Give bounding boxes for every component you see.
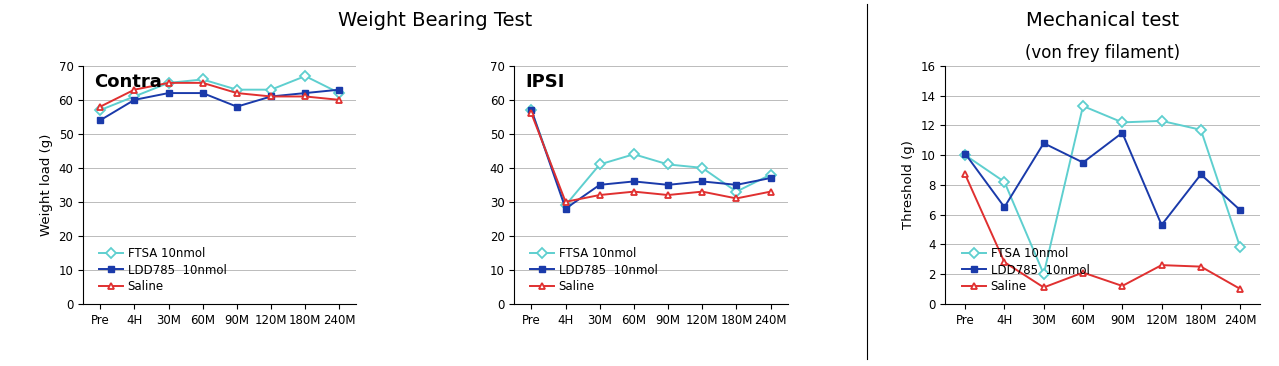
FTSA 10nmol: [298, 74, 313, 78]
Legend: FTSA 10nmol, LDD785  10nmol, Saline: FTSA 10nmol, LDD785 10nmol, Saline: [958, 242, 1095, 298]
Saline: [592, 193, 608, 197]
LDD785  10nmol: [161, 91, 177, 95]
FTSA 10nmol: [523, 108, 538, 112]
LDD785  10nmol: [331, 87, 347, 92]
LDD785  10nmol: [762, 176, 778, 180]
Saline: [627, 190, 642, 194]
Saline: [694, 190, 710, 194]
LDD785  10nmol: [127, 98, 142, 102]
Saline: [996, 260, 1012, 264]
FTSA 10nmol: [592, 162, 608, 167]
Line: Saline: Saline: [528, 110, 774, 205]
LDD785  10nmol: [1114, 131, 1129, 135]
FTSA 10nmol: [1233, 245, 1248, 250]
FTSA 10nmol: [694, 166, 710, 170]
LDD785  10nmol: [523, 108, 538, 112]
Saline: [1193, 264, 1209, 269]
Line: LDD785  10nmol: LDD785 10nmol: [962, 129, 1243, 228]
FTSA 10nmol: [1076, 104, 1091, 108]
LDD785  10nmol: [592, 183, 608, 187]
Text: Mechanical test: Mechanical test: [1026, 11, 1179, 30]
Line: LDD785  10nmol: LDD785 10nmol: [97, 86, 343, 124]
FTSA 10nmol: [331, 91, 347, 95]
LDD785  10nmol: [263, 94, 279, 99]
LDD785  10nmol: [1233, 208, 1248, 212]
Line: LDD785  10nmol: LDD785 10nmol: [528, 107, 774, 212]
Saline: [558, 199, 573, 204]
Saline: [523, 111, 538, 116]
Legend: FTSA 10nmol, LDD785  10nmol, Saline: FTSA 10nmol, LDD785 10nmol, Saline: [95, 242, 231, 298]
FTSA 10nmol: [1114, 120, 1129, 124]
FTSA 10nmol: [558, 203, 573, 208]
LDD785  10nmol: [1154, 223, 1169, 227]
Saline: [298, 94, 313, 99]
Saline: [1114, 284, 1129, 288]
LDD785  10nmol: [729, 183, 744, 187]
Saline: [1154, 263, 1169, 267]
Text: IPSI: IPSI: [526, 73, 564, 91]
Line: FTSA 10nmol: FTSA 10nmol: [97, 72, 343, 113]
FTSA 10nmol: [161, 81, 177, 85]
Saline: [958, 172, 973, 177]
Saline: [1036, 285, 1051, 290]
FTSA 10nmol: [1036, 272, 1051, 276]
Saline: [762, 190, 778, 194]
Saline: [229, 91, 244, 95]
FTSA 10nmol: [92, 108, 107, 112]
Saline: [127, 87, 142, 92]
Text: Weight Bearing Test: Weight Bearing Test: [338, 11, 532, 30]
FTSA 10nmol: [729, 190, 744, 194]
Line: Saline: Saline: [962, 171, 1243, 292]
Saline: [92, 104, 107, 109]
Legend: FTSA 10nmol, LDD785  10nmol, Saline: FTSA 10nmol, LDD785 10nmol, Saline: [526, 242, 663, 298]
FTSA 10nmol: [627, 152, 642, 156]
LDD785  10nmol: [558, 206, 573, 211]
Saline: [263, 94, 279, 99]
FTSA 10nmol: [660, 162, 675, 167]
Y-axis label: Weight load (g): Weight load (g): [40, 134, 52, 236]
LDD785  10nmol: [298, 91, 313, 95]
LDD785  10nmol: [1076, 160, 1091, 165]
FTSA 10nmol: [762, 172, 778, 177]
Saline: [331, 98, 347, 102]
Saline: [729, 196, 744, 201]
Line: Saline: Saline: [97, 79, 343, 110]
FTSA 10nmol: [127, 94, 142, 99]
FTSA 10nmol: [958, 153, 973, 157]
Line: FTSA 10nmol: FTSA 10nmol: [528, 107, 774, 209]
Text: (von frey filament): (von frey filament): [1024, 44, 1181, 62]
LDD785  10nmol: [1036, 141, 1051, 145]
LDD785  10nmol: [194, 91, 210, 95]
Y-axis label: Threshold (g): Threshold (g): [902, 141, 916, 229]
Saline: [194, 81, 210, 85]
LDD785  10nmol: [229, 104, 244, 109]
LDD785  10nmol: [92, 118, 107, 123]
FTSA 10nmol: [996, 180, 1012, 184]
FTSA 10nmol: [194, 77, 210, 82]
Saline: [1076, 270, 1091, 275]
Saline: [660, 193, 675, 197]
Line: FTSA 10nmol: FTSA 10nmol: [962, 102, 1243, 277]
LDD785  10nmol: [996, 205, 1012, 209]
LDD785  10nmol: [1193, 172, 1209, 177]
FTSA 10nmol: [1154, 119, 1169, 123]
FTSA 10nmol: [1193, 128, 1209, 132]
LDD785  10nmol: [694, 179, 710, 184]
FTSA 10nmol: [229, 87, 244, 92]
Saline: [1233, 287, 1248, 291]
Text: Contra: Contra: [95, 73, 162, 91]
LDD785  10nmol: [958, 152, 973, 156]
LDD785  10nmol: [660, 183, 675, 187]
FTSA 10nmol: [263, 87, 279, 92]
Saline: [161, 81, 177, 85]
LDD785  10nmol: [627, 179, 642, 184]
